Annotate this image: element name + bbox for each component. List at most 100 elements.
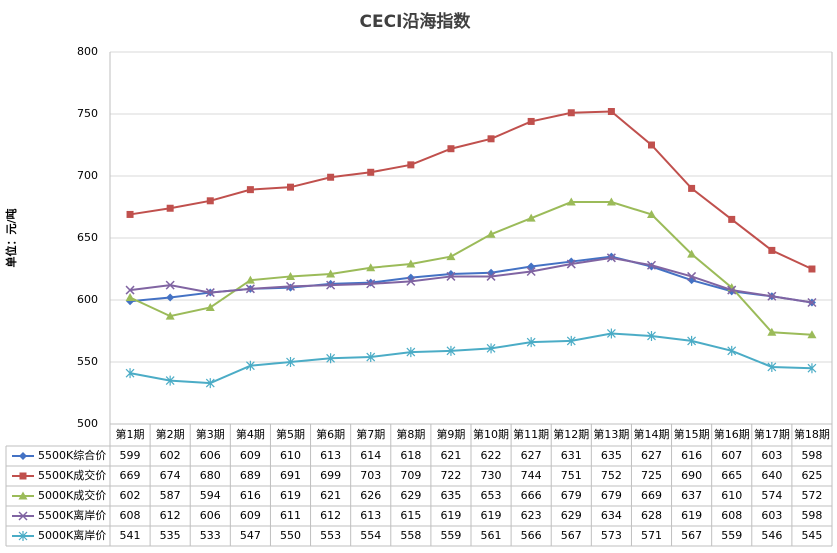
- marker: [166, 293, 175, 302]
- table-value: 625: [801, 469, 822, 482]
- table-value: 730: [481, 469, 502, 482]
- marker: [447, 145, 455, 153]
- table-value: 666: [521, 489, 542, 502]
- marker: [646, 260, 657, 270]
- legend-marker: [19, 452, 27, 460]
- table-value: 669: [641, 489, 662, 502]
- table-value: 603: [761, 449, 782, 462]
- table-value: 547: [240, 529, 261, 542]
- marker: [286, 357, 295, 367]
- x-tick-label: 第11期: [513, 427, 549, 441]
- marker: [366, 279, 376, 289]
- y-tick-label: 650: [77, 231, 98, 244]
- marker: [647, 330, 656, 341]
- table-value: 619: [280, 489, 301, 502]
- table-value: 618: [400, 449, 421, 462]
- table-value: 572: [801, 489, 822, 502]
- table-value: 607: [721, 449, 742, 462]
- series-line: [129, 256, 813, 304]
- legend-label: 5500K成交价: [38, 468, 106, 482]
- y-tick-label: 700: [77, 169, 98, 182]
- table-value: 619: [440, 509, 461, 522]
- table-value: 616: [240, 489, 261, 502]
- table-value: 567: [681, 529, 702, 542]
- marker: [687, 271, 697, 281]
- marker: [326, 279, 335, 288]
- table-value: 606: [200, 509, 221, 522]
- table-value: 613: [320, 449, 341, 462]
- table-value: 533: [200, 529, 221, 542]
- table-value: 612: [320, 509, 341, 522]
- table-value: 619: [681, 509, 702, 522]
- marker: [125, 285, 135, 295]
- table-value: 709: [400, 469, 421, 482]
- table-value: 627: [641, 449, 662, 462]
- marker: [607, 252, 616, 261]
- marker: [526, 337, 536, 348]
- marker: [366, 352, 376, 363]
- marker: [245, 360, 255, 371]
- table-value: 611: [280, 509, 301, 522]
- table-value: 629: [400, 489, 421, 502]
- marker: [768, 246, 776, 254]
- table-value: 628: [641, 509, 662, 522]
- table-value: 594: [200, 489, 221, 502]
- marker: [245, 284, 255, 294]
- marker: [767, 327, 777, 336]
- marker: [687, 249, 697, 258]
- marker: [286, 283, 295, 292]
- x-tick-label: 第15期: [674, 427, 710, 441]
- marker: [767, 291, 777, 301]
- table-value: 559: [721, 529, 742, 542]
- x-tick-label: 第17期: [754, 427, 790, 441]
- marker: [246, 186, 254, 194]
- table-value: 631: [561, 449, 582, 462]
- table-value: 608: [120, 509, 141, 522]
- x-tick-label: 第14期: [634, 427, 670, 441]
- x-tick-label: 第13期: [593, 427, 629, 441]
- table-value: 602: [160, 449, 181, 462]
- marker: [165, 280, 175, 290]
- table-value: 541: [120, 529, 141, 542]
- table-value: 722: [440, 469, 461, 482]
- table-value: 669: [120, 469, 141, 482]
- table-value: 573: [601, 529, 622, 542]
- marker: [446, 252, 456, 261]
- table-value: 615: [400, 509, 421, 522]
- table-value: 616: [681, 449, 702, 462]
- marker: [206, 197, 214, 205]
- legend-label: 5000K离岸价: [38, 528, 106, 542]
- marker: [406, 347, 416, 358]
- table-value: 610: [721, 489, 742, 502]
- legend-label: 5500K离岸价: [38, 508, 106, 522]
- marker: [767, 361, 777, 372]
- table-value: 621: [440, 449, 461, 462]
- marker: [126, 210, 134, 218]
- table-value: 665: [721, 469, 742, 482]
- legend-marker: [18, 531, 28, 541]
- marker: [807, 330, 817, 339]
- marker: [606, 328, 616, 339]
- legend-label: 5000K成交价: [38, 488, 106, 502]
- marker: [566, 197, 576, 206]
- table-value: 627: [521, 449, 542, 462]
- table-value: 689: [240, 469, 261, 482]
- y-tick-label: 800: [77, 45, 98, 58]
- x-tick-label: 第10期: [473, 427, 509, 441]
- table-value: 679: [561, 489, 582, 502]
- y-tick-label: 500: [77, 417, 98, 430]
- table-value: 603: [761, 509, 782, 522]
- marker: [606, 253, 616, 263]
- table-value: 613: [360, 509, 381, 522]
- marker: [446, 345, 456, 356]
- table-value: 608: [721, 509, 742, 522]
- x-tick-label: 第12期: [553, 427, 589, 441]
- marker: [326, 269, 336, 278]
- marker: [286, 271, 295, 280]
- table-value: 744: [521, 469, 542, 482]
- table-value: 674: [160, 469, 181, 482]
- marker: [607, 108, 615, 116]
- series-line: [129, 110, 813, 270]
- x-tick-label: 第9期: [436, 427, 465, 441]
